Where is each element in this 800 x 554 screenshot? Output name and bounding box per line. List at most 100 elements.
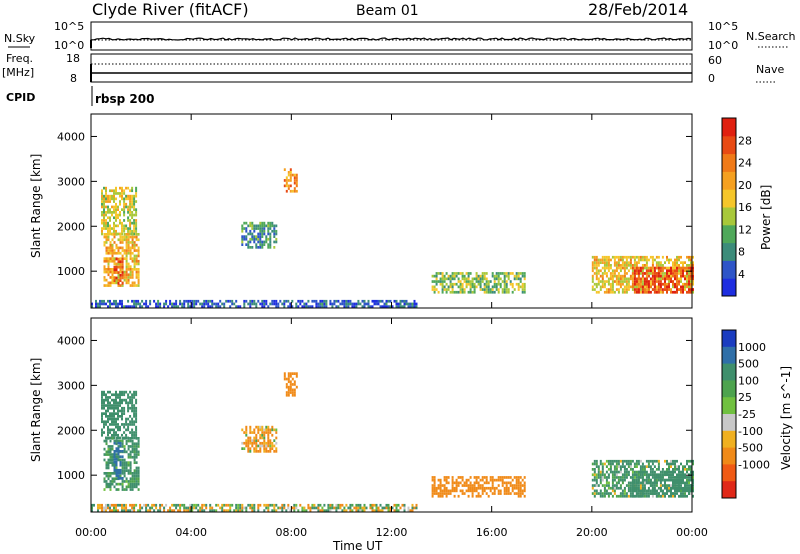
scatter-cell <box>609 462 612 466</box>
scatter-cell <box>131 194 134 198</box>
scatter-cell <box>107 268 110 271</box>
scatter-cell <box>135 503 138 507</box>
scatter-cell <box>670 478 672 482</box>
scatter-cell <box>643 486 646 490</box>
scatter-cell <box>653 473 656 477</box>
scatter-cell <box>445 492 448 495</box>
scatter-cell <box>137 450 140 454</box>
scatter-cell <box>678 486 680 490</box>
scatter-cell <box>129 509 132 512</box>
scatter-cell <box>135 472 138 475</box>
scatter-cell <box>649 473 652 477</box>
scatter-cell <box>443 274 446 278</box>
scatter-cell <box>515 481 518 485</box>
scatter-cell <box>123 409 126 413</box>
colorbar-tick-label: 16 <box>738 201 752 214</box>
scatter-cell <box>664 280 666 283</box>
scatter-cell <box>107 428 109 432</box>
scatter-cell <box>499 272 502 275</box>
scatter-cell <box>639 269 642 273</box>
scatter-cell <box>692 486 694 490</box>
scatter-cell <box>135 415 138 418</box>
scatter-cell <box>676 258 678 262</box>
scatter-cell <box>433 274 436 278</box>
scatter-cell <box>113 406 115 410</box>
scatter-cell <box>129 249 132 252</box>
scatter-cell <box>623 269 626 273</box>
scatter-cell <box>135 461 138 464</box>
scatter-cell <box>317 305 320 308</box>
scatter-cell <box>259 221 262 225</box>
scatter-cell <box>453 489 456 493</box>
scatter-cell <box>413 506 416 510</box>
scatter-cell <box>105 393 107 397</box>
scatter-cell <box>117 458 120 462</box>
scatter-cell <box>475 285 478 289</box>
scatter-cell <box>676 473 678 477</box>
scatter-cell <box>609 486 612 490</box>
scatter-cell <box>151 506 154 510</box>
scatter-cell <box>497 277 500 281</box>
scatter-cell <box>125 442 128 446</box>
scatter-cell <box>293 380 296 384</box>
scatter-cell <box>133 485 136 489</box>
scatter-cell <box>463 277 466 281</box>
scatter-cell <box>291 393 294 397</box>
scatter-cell <box>113 241 116 244</box>
scatter-cell <box>331 506 334 510</box>
scatter-cell <box>369 506 372 510</box>
scatter-cell <box>629 486 632 490</box>
scatter-cell <box>637 274 640 278</box>
scatter-cell <box>131 229 134 233</box>
scatter-cell <box>251 441 254 445</box>
scatter-cell <box>105 278 108 282</box>
scatter-cell <box>289 184 292 188</box>
scatter-cell <box>613 274 616 278</box>
scatter-cell <box>131 503 134 507</box>
scatter-cell <box>519 481 522 485</box>
scatter-cell <box>505 280 508 283</box>
scatter-cell <box>121 417 123 421</box>
scatter-cell <box>283 168 286 171</box>
scatter-cell <box>163 302 166 306</box>
scatter-cell <box>639 272 642 275</box>
scatter-cell <box>291 305 294 308</box>
scatter-cell <box>123 202 126 206</box>
scatter-cell <box>431 280 434 283</box>
scatter-cell <box>503 489 506 493</box>
scatter-cell <box>621 280 624 283</box>
scatter-cell <box>123 398 126 402</box>
scatter-cell <box>265 506 268 510</box>
scatter-cell <box>401 299 404 303</box>
scatter-cell <box>121 509 123 512</box>
scatter-cell <box>507 288 510 291</box>
scatter-cell <box>627 494 630 498</box>
scatter-cell <box>157 509 160 512</box>
scatter-cell <box>105 284 108 287</box>
scatter-cell <box>119 235 122 239</box>
scatter-cell <box>133 221 136 225</box>
scatter-cell <box>115 450 118 453</box>
scatter-cell <box>345 509 348 512</box>
scatter-cell <box>489 280 492 283</box>
scatter-cell <box>105 233 108 236</box>
scatter-cell <box>495 274 498 278</box>
scatter-cell <box>686 481 688 485</box>
scatter-cell <box>129 406 132 410</box>
scatter-cell <box>117 433 119 437</box>
scatter-cell <box>609 470 612 474</box>
scatter-cell <box>603 264 606 267</box>
scatter-cell <box>491 486 494 490</box>
scatter-cell <box>131 485 134 489</box>
scatter-cell <box>269 221 272 225</box>
scatter-cell <box>647 489 650 493</box>
scatter-cell <box>595 459 598 463</box>
scatter-cell <box>505 481 508 485</box>
scatter-cell <box>393 509 396 512</box>
scatter-cell <box>655 494 658 498</box>
scatter-cell <box>629 261 632 264</box>
scatter-cell <box>133 458 136 462</box>
scatter-cell <box>593 494 596 498</box>
scatter-cell <box>135 455 138 459</box>
